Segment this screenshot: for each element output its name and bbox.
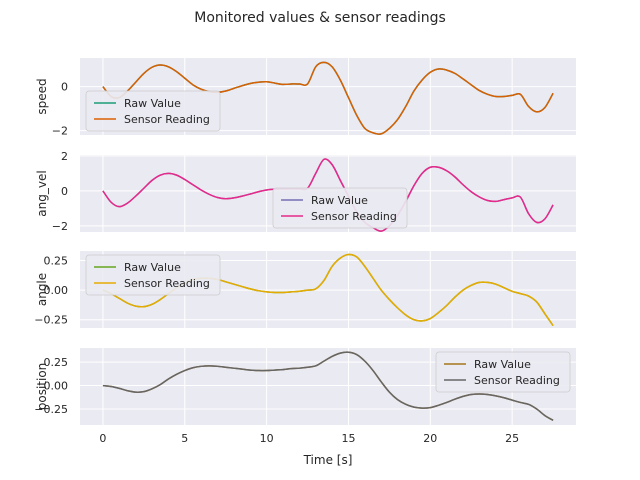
legend-box	[435, 351, 571, 393]
y-tick-label: 0.00	[44, 380, 69, 393]
x-tick-label: 25	[505, 432, 519, 445]
y-axis-label: ang_vel	[35, 170, 49, 216]
x-tick-label: 5	[181, 432, 188, 445]
legend-label: Raw Value	[474, 358, 531, 371]
y-tick-label: −0.25	[34, 314, 68, 327]
y-tick-label: 2	[61, 150, 68, 163]
subplot-angle: 0.25 0.00 −0.25 angle Raw Value Sensor Readin…	[34, 251, 576, 328]
y-tick-label: −2	[52, 220, 68, 233]
legend-box	[272, 187, 408, 229]
y-tick-label: 0	[61, 81, 68, 94]
y-tick-label: 0.00	[44, 284, 69, 297]
x-tick-label: 10	[260, 432, 274, 445]
chart-title: Monitored values & sensor readings	[194, 10, 446, 26]
legend-box	[85, 90, 221, 132]
y-axis-label: position	[35, 363, 49, 411]
legend-label: Raw Value	[124, 261, 181, 274]
x-tick-label: 0	[99, 432, 106, 445]
x-tick-label: 20	[423, 432, 437, 445]
legend: Raw Value Sensor Reading	[85, 254, 221, 296]
y-tick-label: −2	[52, 125, 68, 138]
legend: Raw Value Sensor Reading	[85, 90, 221, 132]
y-axis-label: angle	[35, 273, 49, 306]
legend-label: Sensor Reading	[124, 277, 210, 290]
legend-box	[85, 254, 221, 296]
y-tick-label: 0.25	[44, 254, 69, 267]
legend-label: Sensor Reading	[474, 374, 560, 387]
series-line-sensor-reading	[102, 351, 554, 421]
series-line-sensor-reading	[102, 158, 554, 232]
legend-label: Sensor Reading	[311, 210, 397, 223]
series-line-sensor-reading	[102, 61, 554, 135]
y-tick-label: 0.25	[44, 356, 69, 369]
x-tick-label: 15	[341, 432, 355, 445]
y-tick-label: −0.25	[34, 403, 68, 416]
legend-label: Raw Value	[124, 97, 181, 110]
x-tick-labels: 0 5 10 15 20 25	[99, 432, 519, 445]
y-axis-label: speed	[35, 78, 49, 114]
legend: Raw Value Sensor Reading	[272, 187, 408, 229]
legend-label: Sensor Reading	[124, 113, 210, 126]
legend: Raw Value Sensor Reading	[435, 351, 571, 393]
legend-label: Raw Value	[311, 194, 368, 207]
y-tick-label: 0	[61, 185, 68, 198]
x-axis-label: Time [s]	[303, 453, 353, 467]
